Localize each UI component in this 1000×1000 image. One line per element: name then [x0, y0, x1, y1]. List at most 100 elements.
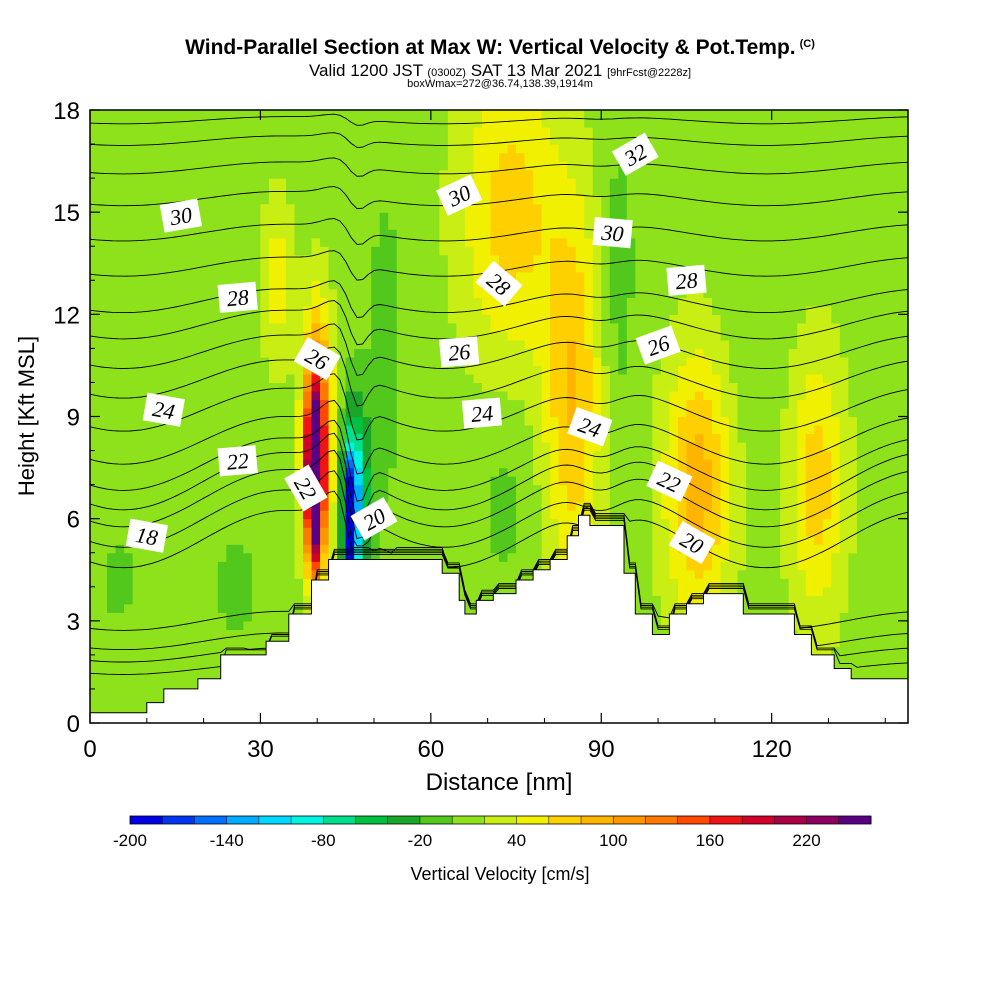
w-cell: [533, 442, 543, 452]
w-cell: [856, 544, 866, 554]
w-cell: [831, 331, 841, 341]
w-cell: [533, 476, 543, 486]
w-cell: [175, 561, 185, 571]
w-cell: [141, 697, 151, 707]
w-cell: [626, 407, 636, 418]
w-cell: [149, 288, 159, 298]
w-cell: [192, 356, 202, 367]
w-cell: [320, 476, 330, 486]
w-cell: [797, 373, 807, 384]
w-cell: [226, 433, 236, 443]
w-cell: [141, 646, 151, 656]
w-cell: [234, 637, 244, 647]
w-cell: [396, 459, 406, 469]
w-cell: [405, 535, 415, 545]
w-cell: [166, 314, 176, 324]
w-cell: [192, 629, 202, 639]
w-cell: [422, 322, 432, 332]
w-cell: [141, 586, 151, 596]
w-cell: [899, 510, 908, 520]
w-cell: [124, 442, 134, 452]
w-cell: [822, 527, 832, 537]
w-cell: [635, 399, 645, 409]
w-cell: [635, 288, 645, 298]
w-cell: [618, 314, 628, 324]
w-cell: [499, 305, 509, 315]
w-cell: [337, 476, 347, 486]
w-cell: [124, 586, 134, 596]
w-cell: [780, 535, 790, 545]
w-cell: [839, 314, 849, 324]
w-cell: [320, 501, 330, 511]
w-cell: [882, 476, 892, 486]
w-cell: [499, 356, 509, 367]
w-cell: [320, 382, 330, 392]
w-cell: [132, 288, 142, 298]
w-cell: [873, 493, 884, 503]
w-cell: [388, 331, 398, 341]
w-cell: [780, 365, 790, 375]
w-cell: [362, 322, 372, 332]
w-cell: [788, 407, 798, 418]
w-cell: [413, 373, 423, 384]
w-cell: [294, 297, 304, 307]
w-cell: [90, 518, 100, 528]
w-cell: [754, 356, 764, 367]
w-cell: [626, 459, 636, 469]
w-cell: [737, 382, 747, 392]
w-cell: [771, 382, 781, 392]
w-cell: [763, 493, 773, 503]
w-cell: [677, 510, 688, 520]
w-cell: [805, 288, 815, 298]
w-cell: [124, 510, 134, 520]
w-cell: [550, 280, 560, 290]
w-cell: [456, 365, 466, 375]
w-cell: [439, 484, 449, 494]
w-cell: [865, 433, 875, 443]
w-cell: [447, 518, 457, 528]
w-cell: [226, 646, 236, 656]
w-cell: [260, 450, 270, 460]
w-cell: [183, 425, 193, 435]
w-cell: [405, 373, 415, 384]
w-cell: [251, 637, 262, 647]
w-cell: [737, 305, 747, 315]
w-cell: [592, 459, 602, 469]
w-cell: [192, 442, 202, 452]
w-cell: [550, 322, 560, 332]
w-cell: [831, 280, 841, 290]
w-cell: [345, 425, 355, 435]
w-cell: [822, 416, 832, 426]
w-cell: [839, 348, 849, 358]
w-cell: [430, 390, 440, 401]
w-cell: [771, 356, 781, 367]
w-cell: [839, 586, 849, 596]
w-cell: [107, 654, 117, 665]
w-cell: [635, 365, 645, 375]
w-cell: [669, 407, 679, 418]
w-cell: [371, 442, 381, 452]
w-cell: [226, 314, 236, 324]
w-cell: [652, 280, 662, 290]
w-cell: [354, 476, 364, 486]
w-cell: [669, 297, 679, 307]
w-cell: [558, 331, 568, 341]
w-cell: [831, 510, 841, 520]
w-cell: [873, 476, 884, 486]
w-cell: [814, 433, 824, 443]
w-cell: [592, 501, 602, 511]
w-cell: [703, 578, 713, 588]
w-cell: [575, 331, 585, 341]
w-cell: [848, 535, 858, 545]
w-cell: [652, 501, 662, 511]
w-cell: [669, 578, 679, 588]
w-cell: [660, 433, 671, 443]
w-cell: [618, 518, 628, 528]
w-cell: [379, 442, 389, 452]
w-cell: [209, 305, 219, 315]
w-cell: [124, 339, 134, 349]
w-cell: [124, 663, 134, 673]
w-cell: [175, 578, 185, 588]
w-cell: [132, 510, 142, 520]
w-cell: [771, 544, 781, 554]
